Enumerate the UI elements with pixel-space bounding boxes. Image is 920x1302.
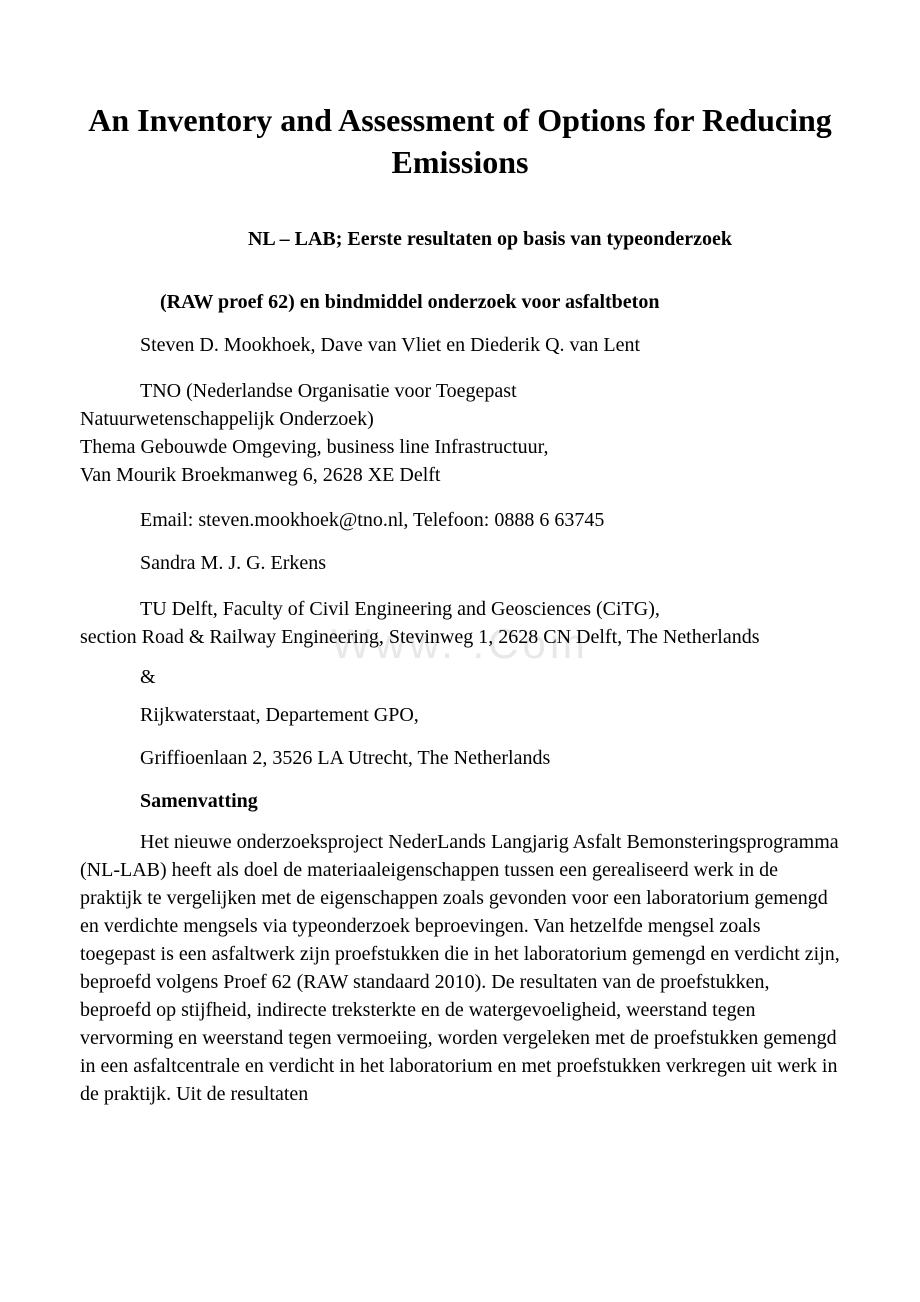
contact-info: Email: steven.mookhoek@tno.nl, Telefoon:… xyxy=(80,509,840,532)
affiliation-1-line-1: TNO (Nederlandse Organisatie voor Toegep… xyxy=(80,377,517,405)
affiliation-2: TU Delft, Faculty of Civil Engineering a… xyxy=(80,595,840,651)
affiliation-1: TNO (Nederlandse Organisatie voor Toegep… xyxy=(80,377,840,489)
affiliation-1-line-3: Thema Gebouwde Omgeving, business line I… xyxy=(80,436,549,458)
author-2-name: Sandra M. J. G. Erkens xyxy=(80,552,840,575)
affiliation-2-line-1: TU Delft, Faculty of Civil Engineering a… xyxy=(80,595,660,623)
authors-line: Steven D. Mookhoek, Dave van Vliet en Di… xyxy=(80,334,840,357)
paper-subtitle-2: (RAW proef 62) en bindmiddel onderzoek v… xyxy=(80,291,840,314)
affiliation-1-line-2: Natuurwetenschappelijk Onderzoek) xyxy=(80,408,374,430)
affiliation-1-line-4: Van Mourik Broekmanweg 6, 2628 XE Delft xyxy=(80,464,441,486)
abstract-paragraph: Het nieuwe onderzoeksproject NederLands … xyxy=(80,828,840,1108)
affiliation-2-line-2: section Road & Railway Engineering, Stev… xyxy=(80,626,760,648)
paper-subtitle-1: NL – LAB; Eerste resultaten op basis van… xyxy=(80,228,840,251)
paper-title: An Inventory and Assessment of Options f… xyxy=(80,100,840,183)
affiliation-3-line-1: Rijkwaterstaat, Departement GPO, xyxy=(80,704,840,727)
section-heading-samenvatting: Samenvatting xyxy=(80,790,840,813)
affiliation-3-line-2: Griffioenlaan 2, 3526 LA Utrecht, The Ne… xyxy=(80,747,840,770)
ampersand: & xyxy=(80,666,840,689)
